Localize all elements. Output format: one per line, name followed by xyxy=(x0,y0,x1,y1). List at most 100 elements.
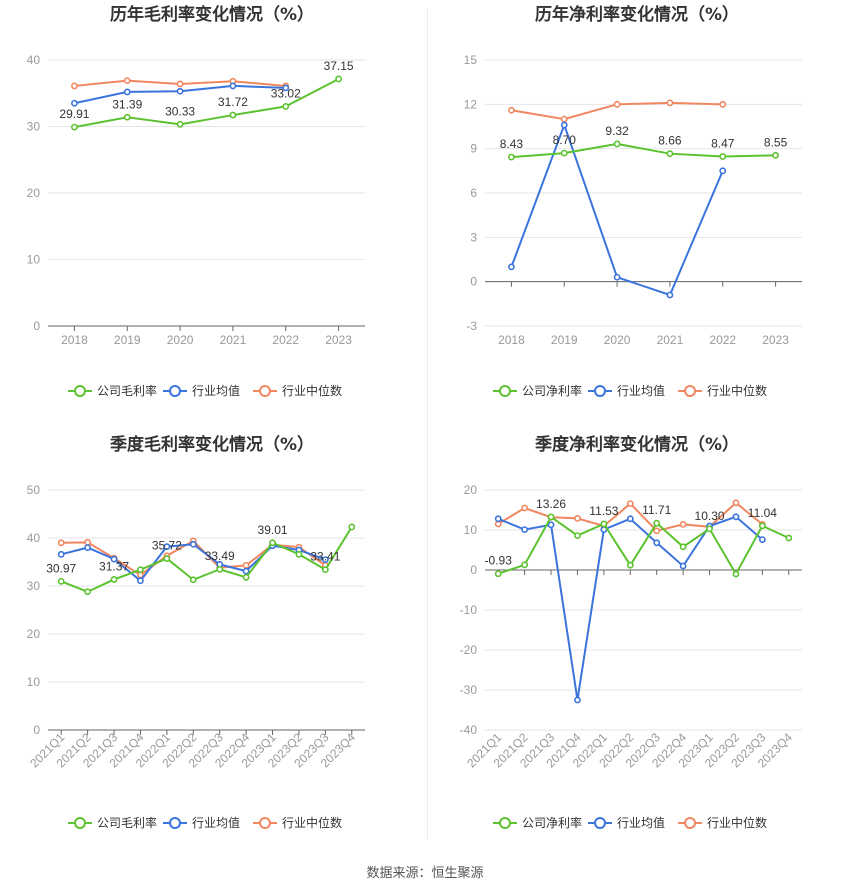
y-tick-label: 10 xyxy=(464,523,478,537)
data-label: 29.91 xyxy=(59,107,89,121)
x-tick-label: 2018 xyxy=(61,333,88,347)
data-label: 13.26 xyxy=(536,497,566,511)
data-label: 11.04 xyxy=(748,506,777,520)
data-label: 31.37 xyxy=(99,559,129,573)
data-label: 30.33 xyxy=(165,104,195,118)
x-tick-label: 2020 xyxy=(604,333,631,347)
company-point xyxy=(666,150,674,158)
data-label: 8.55 xyxy=(764,135,788,149)
industry-avg-point xyxy=(626,515,634,523)
industry-avg-point xyxy=(719,167,727,175)
legend-swatch-marker xyxy=(594,817,606,829)
company-point xyxy=(560,149,568,157)
industry-median-point xyxy=(653,527,661,535)
company-point xyxy=(84,588,92,596)
company-point xyxy=(772,151,779,159)
company-line xyxy=(60,526,353,593)
industry-avg-line xyxy=(497,515,764,701)
industry-avg-point xyxy=(137,577,144,585)
chart-title: 季度净利率变化情况（%） xyxy=(535,434,739,455)
company-point xyxy=(71,123,78,131)
company-point xyxy=(574,532,581,539)
chart-title: 季度毛利率变化情况（%） xyxy=(110,434,314,455)
company-point xyxy=(719,153,727,160)
data-label: -0.93 xyxy=(485,554,513,568)
data-label: 8.43 xyxy=(500,137,524,151)
legend-swatch-marker xyxy=(74,817,86,829)
data-label: 31.72 xyxy=(218,95,248,109)
annual-gross-margin-chart: 历年毛利率变化情况（%） 0 10 20 30 40 2018 2019 2020 2021 202… xyxy=(0,0,425,425)
chart-title: 历年毛利率变化情况（%） xyxy=(110,4,314,25)
industry-avg-point xyxy=(521,526,529,533)
y-tick-label: 0 xyxy=(470,275,477,289)
industry-avg-line xyxy=(510,122,724,297)
y-tick-label: -10 xyxy=(460,603,478,617)
data-label: 30.97 xyxy=(46,561,76,575)
legend-label: 公司毛利率 xyxy=(97,815,157,830)
industry-avg-point xyxy=(666,291,674,299)
legend-label: 行业中位数 xyxy=(707,383,767,398)
x-tick-label: 2019 xyxy=(114,333,141,347)
company-point xyxy=(600,520,608,528)
company-point xyxy=(229,111,237,119)
y-tick-label: 30 xyxy=(27,579,41,593)
company-point xyxy=(110,576,118,583)
legend-label: 行业均值 xyxy=(617,383,665,398)
industry-median-point xyxy=(679,521,687,528)
legend-swatch-marker xyxy=(594,385,606,397)
company-point xyxy=(521,561,529,569)
industry-median-point xyxy=(84,538,92,546)
annual-gross-margin-svg: 历年毛利率变化情况（%） 0 10 20 30 40 2018 2019 2020 2021 202… xyxy=(27,4,365,398)
legend-swatch-marker xyxy=(684,817,696,829)
company-point xyxy=(706,525,713,533)
y-tick-label: 10 xyxy=(27,253,41,267)
industry-median-point xyxy=(732,499,740,507)
data-label: 33.02 xyxy=(271,86,301,100)
industry-median-point xyxy=(176,80,184,88)
quarterly-net-margin-chart: 季度净利率变化情况（%） -40 -30 -20 -10 0 10 20 2021Q1 2021Q… xyxy=(425,430,850,855)
company-point xyxy=(163,555,171,562)
x-tick-label: 2022 xyxy=(272,333,299,347)
legend-swatch-marker xyxy=(499,385,511,397)
x-tick-label: 2020 xyxy=(167,333,194,347)
industry-avg-point xyxy=(494,515,502,523)
company-line xyxy=(497,515,790,577)
y-tick-label: 20 xyxy=(27,627,41,641)
panel-divider xyxy=(427,8,428,840)
legend-swatch-marker xyxy=(259,817,271,829)
legend-label: 行业中位数 xyxy=(282,383,342,398)
company-point xyxy=(242,573,250,581)
company-line xyxy=(74,78,340,129)
industry-median-point xyxy=(613,100,621,108)
annual-net-margin-chart: 历年净利率变化情况（%） -3 0 3 6 9 12 15 2018 2019 2020 2021 20… xyxy=(425,0,850,425)
legend-label: 行业均值 xyxy=(192,815,240,830)
legend-swatch-marker xyxy=(499,817,511,829)
x-tick-label: 2018 xyxy=(498,333,525,347)
company-point xyxy=(758,522,766,530)
y-tick-label: 0 xyxy=(33,319,40,333)
industry-avg-point xyxy=(163,543,171,551)
industry-avg-point xyxy=(189,540,197,548)
company-point xyxy=(123,113,131,121)
industry-median-point xyxy=(560,115,568,123)
legend-label: 公司净利率 xyxy=(522,815,582,830)
data-label: 35.72 xyxy=(152,539,182,553)
y-tick-label: -30 xyxy=(460,683,478,697)
x-tick-label: 2019 xyxy=(551,333,578,347)
data-label: 11.53 xyxy=(589,504,618,518)
legend-label: 行业中位数 xyxy=(282,815,342,830)
industry-avg-point xyxy=(110,555,118,563)
x-tick-label: 2022 xyxy=(709,333,736,347)
quarterly-gross-margin-svg: 季度毛利率变化情况（%）010203040502021Q12021Q22021Q… xyxy=(27,434,365,830)
company-point xyxy=(269,539,276,547)
data-label: 10.30 xyxy=(695,509,725,523)
industry-median-point xyxy=(123,77,131,85)
legend-label: 行业中位数 xyxy=(707,815,767,830)
company-line xyxy=(511,142,776,159)
data-label: 33.41 xyxy=(310,550,340,564)
y-tick-label: 15 xyxy=(464,53,478,67)
industry-avg-point xyxy=(84,544,92,551)
industry-avg-point xyxy=(574,696,581,704)
company-point xyxy=(494,570,502,578)
company-point xyxy=(547,513,555,521)
